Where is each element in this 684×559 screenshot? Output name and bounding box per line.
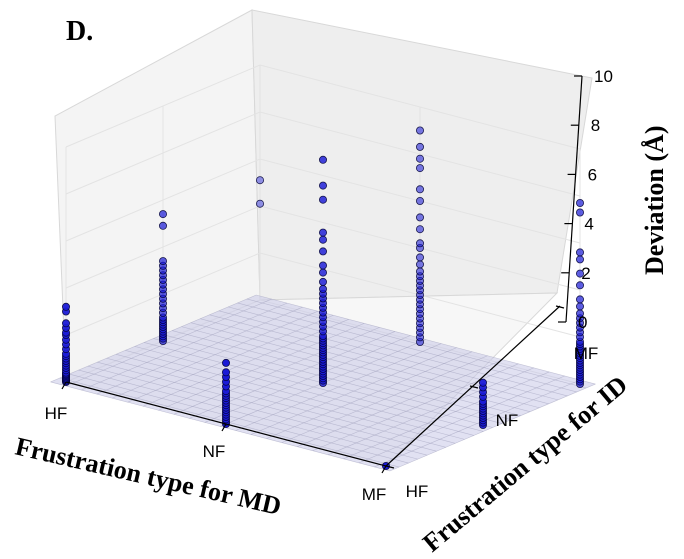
data-point bbox=[158, 221, 167, 230]
data-point bbox=[318, 181, 327, 190]
plane-gridline bbox=[358, 375, 565, 464]
plane-gridline bbox=[327, 367, 534, 456]
data-point bbox=[415, 196, 424, 205]
data-point bbox=[158, 210, 167, 219]
y-tick-label: HF bbox=[406, 482, 429, 501]
data-point bbox=[478, 378, 487, 387]
scatter-points bbox=[62, 126, 585, 470]
plane-gridline bbox=[281, 355, 488, 443]
data-point bbox=[415, 253, 424, 262]
data-point bbox=[415, 164, 424, 173]
y-tick-mark bbox=[469, 385, 479, 389]
plane-gridline bbox=[250, 347, 457, 435]
data-point bbox=[576, 281, 585, 290]
z-tick-label: 6 bbox=[588, 165, 597, 184]
plane-gridline bbox=[256, 294, 596, 385]
data-point bbox=[318, 268, 327, 277]
data-point bbox=[255, 176, 264, 185]
data-point bbox=[576, 269, 585, 278]
z-tick-label: 0 bbox=[578, 313, 587, 332]
data-point bbox=[62, 302, 71, 311]
data-point bbox=[415, 225, 424, 234]
x-tick-label: MF bbox=[362, 485, 387, 504]
x-tick-mark bbox=[61, 381, 67, 390]
data-point bbox=[318, 235, 327, 244]
plane-gridline bbox=[389, 383, 596, 472]
z-tick-label: 8 bbox=[591, 116, 600, 135]
plane-gridline bbox=[190, 322, 531, 413]
data-point bbox=[415, 126, 424, 135]
data-point bbox=[62, 319, 71, 328]
plane-gridline bbox=[374, 379, 581, 468]
z-axis-title: Deviation (Å) bbox=[640, 126, 669, 275]
plane-gridline bbox=[228, 306, 568, 397]
y-tick-label: NF bbox=[496, 411, 519, 430]
data-point bbox=[415, 239, 424, 248]
data-point bbox=[415, 185, 424, 194]
plane-gridline bbox=[218, 310, 559, 401]
data-point bbox=[255, 199, 264, 208]
y-tick-mark bbox=[385, 465, 395, 469]
data-point bbox=[576, 295, 585, 304]
plane-gridline bbox=[343, 371, 550, 460]
data-point bbox=[318, 277, 327, 286]
x-tick-label: NF bbox=[203, 442, 226, 461]
x-tick-label: HF bbox=[45, 404, 68, 423]
data-point bbox=[221, 358, 230, 367]
plane-gridline bbox=[235, 343, 442, 431]
z-tick-label: 2 bbox=[581, 264, 590, 283]
data-point bbox=[415, 154, 424, 163]
y-tick-mark bbox=[555, 305, 565, 309]
data-point bbox=[576, 208, 585, 217]
z-axis-line bbox=[565, 75, 583, 323]
z-gridline bbox=[65, 205, 581, 291]
plane-gridline bbox=[266, 351, 473, 439]
z-gridline bbox=[65, 64, 581, 150]
data-point bbox=[576, 198, 585, 207]
data-point bbox=[318, 261, 327, 270]
plane-gridline bbox=[50, 294, 257, 383]
plane-gridline bbox=[162, 334, 503, 424]
data-point bbox=[318, 284, 327, 293]
data-point bbox=[415, 213, 424, 222]
plane-gridline bbox=[312, 363, 519, 452]
plane-gridline bbox=[50, 381, 390, 472]
plane-gridline bbox=[181, 326, 521, 416]
data-point bbox=[576, 302, 585, 311]
plane-gridline bbox=[237, 302, 577, 393]
data-point bbox=[318, 195, 327, 204]
z-gridline bbox=[65, 111, 581, 197]
axes: HF NF MF HF NF MF 0 2 4 6 8 10 bbox=[45, 67, 613, 504]
data-point bbox=[576, 255, 585, 264]
data-point bbox=[221, 368, 230, 377]
data-point bbox=[158, 257, 167, 266]
z-tick-label: 4 bbox=[584, 215, 593, 234]
z-gridline bbox=[65, 158, 581, 244]
data-point bbox=[318, 247, 327, 256]
data-point bbox=[318, 155, 327, 164]
data-point bbox=[415, 267, 424, 276]
data-point bbox=[318, 228, 327, 237]
data-point bbox=[576, 248, 585, 257]
plane-gridline bbox=[209, 314, 549, 405]
data-point bbox=[415, 142, 424, 151]
x-tick-mark bbox=[381, 465, 387, 474]
panel-label: D. bbox=[66, 16, 93, 47]
plane-gridline bbox=[172, 330, 512, 420]
plane-gridline bbox=[297, 359, 504, 447]
data-point bbox=[415, 260, 424, 269]
x-axis-title: Frustration type for MD bbox=[13, 432, 284, 521]
y-axis-line bbox=[385, 305, 561, 467]
y-tick-label: MF bbox=[574, 344, 599, 363]
x-tick-mark bbox=[221, 423, 227, 432]
z-gridline bbox=[65, 252, 581, 338]
z-tick-label: 10 bbox=[594, 67, 613, 86]
